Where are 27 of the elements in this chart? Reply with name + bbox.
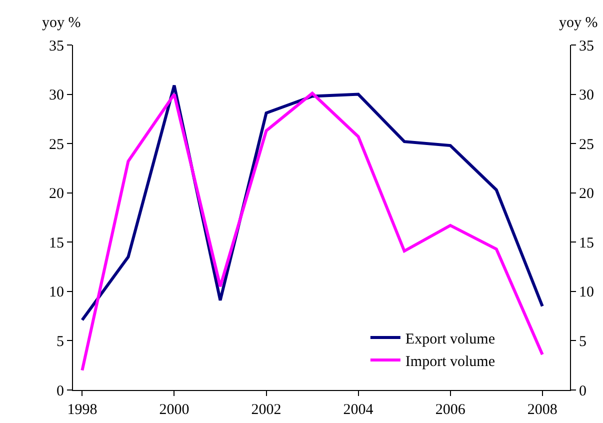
y-tick-label: 35: [49, 38, 64, 54]
y-tick-label: 5: [56, 334, 64, 350]
y-tick-label: 20: [49, 186, 64, 202]
x-tick-label: 2006: [435, 402, 466, 418]
y2-tick-label: 5: [579, 334, 586, 350]
y-tick-label: 15: [49, 235, 64, 252]
y-tick-label: 30: [49, 88, 64, 104]
x-tick-label: 1998: [67, 402, 98, 418]
line-series: [80, 92, 544, 372]
y2-tick-label: 25: [579, 136, 594, 153]
y-tick-label: 10: [49, 284, 64, 301]
x-tick-label: 2004: [343, 402, 374, 418]
y2-tick-label: 35: [579, 38, 594, 54]
x-tick-label: 2000: [159, 402, 190, 418]
y2-tick-label: 10: [579, 284, 594, 301]
x-tick-label: 2008: [527, 402, 558, 418]
y-tick-label: 0: [56, 383, 64, 400]
y-axis-title: yoy %: [42, 15, 81, 31]
y2-tick-label: 20: [579, 186, 594, 202]
legend-label: Import volume: [405, 354, 496, 370]
legend-label: Export volume: [405, 331, 496, 348]
y2-tick-label: 30: [579, 88, 594, 104]
y2-tick-label: 15: [579, 235, 594, 252]
y-tick-label: 25: [49, 136, 64, 153]
x-tick-label: 2002: [251, 402, 282, 418]
y2-tick-label: 0: [579, 383, 586, 400]
y2-axis-title: yoy %: [559, 15, 598, 31]
